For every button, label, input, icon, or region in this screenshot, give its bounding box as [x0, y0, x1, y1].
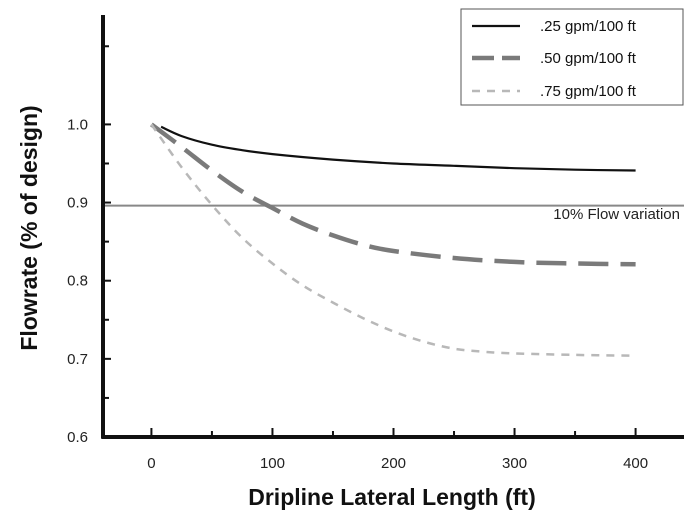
legend-label-3: .75 gpm/100 ft: [540, 83, 637, 100]
y-tick-label: 0.7: [67, 351, 88, 368]
x-axis-title: Dripline Lateral Length (ft): [248, 484, 536, 510]
series-line-3: [150, 123, 636, 357]
series-layer: [150, 122, 636, 357]
x-tick-label: 300: [502, 455, 527, 472]
y-tick-label: 0.9: [67, 195, 88, 212]
y-tick-label: 0.8: [67, 273, 88, 290]
legend-label-1: .25 gpm/100 ft: [540, 18, 637, 35]
legend: .25 gpm/100 ft .50 gpm/100 ft .75 gpm/10…: [460, 8, 684, 106]
x-tick-label: 100: [260, 455, 285, 472]
x-tick-label: 0: [147, 455, 155, 472]
y-axis-title: Flowrate (% of design): [16, 105, 42, 350]
y-tick-label: 0.6: [67, 429, 88, 446]
series-line-1: [160, 125, 636, 172]
axes-layer: 0.6 0.7 0.8 0.9 1.0 0 100 200 300 400: [67, 15, 684, 472]
x-tick-label: 400: [623, 455, 648, 472]
x-tick-label: 200: [381, 455, 406, 472]
reference-line-label: 10% Flow variation: [553, 206, 680, 223]
legend-label-2: .50 gpm/100 ft: [540, 50, 637, 67]
y-tick-label: 1.0: [67, 116, 88, 133]
series-line-2: [150, 122, 636, 267]
